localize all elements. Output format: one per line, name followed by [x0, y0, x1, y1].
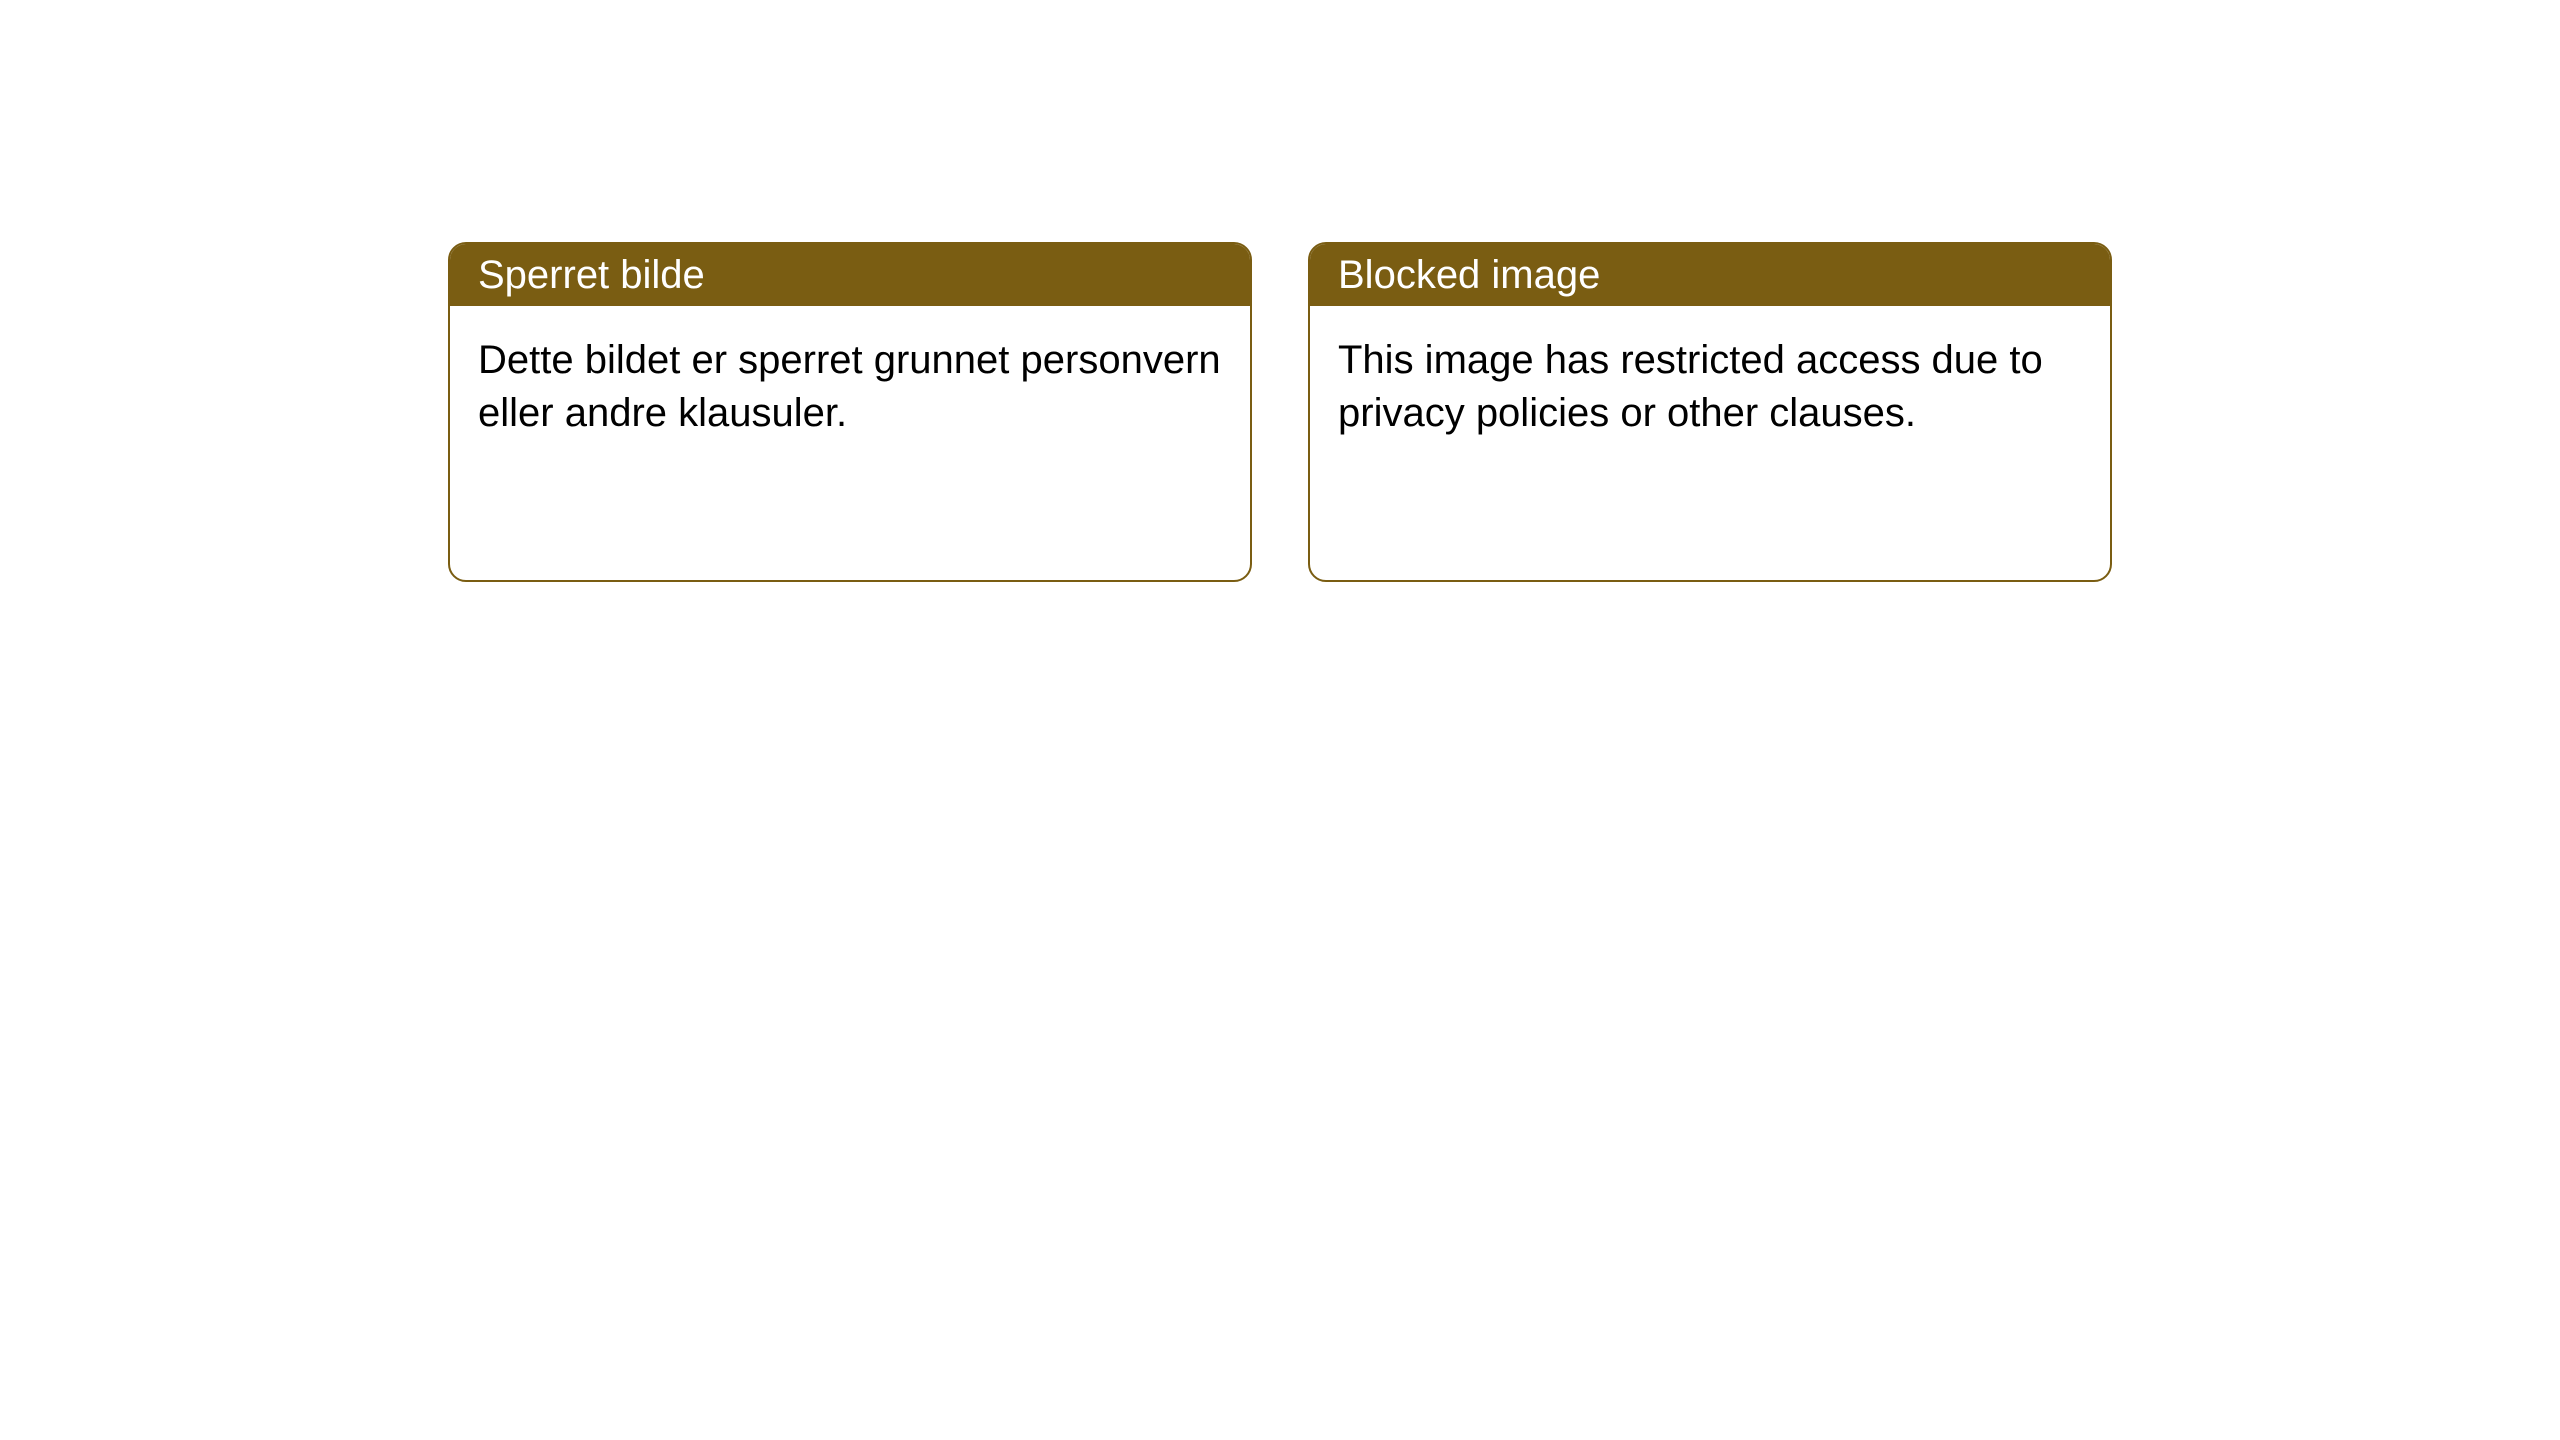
notice-box-norwegian: Sperret bilde Dette bildet er sperret gr… [448, 242, 1252, 582]
notice-header: Sperret bilde [450, 244, 1250, 306]
notice-title: Sperret bilde [478, 253, 705, 298]
notice-body: Dette bildet er sperret grunnet personve… [450, 306, 1250, 468]
notice-body-text: This image has restricted access due to … [1338, 338, 2043, 435]
notice-body: This image has restricted access due to … [1310, 306, 2110, 468]
notice-container: Sperret bilde Dette bildet er sperret gr… [0, 0, 2560, 582]
notice-box-english: Blocked image This image has restricted … [1308, 242, 2112, 582]
notice-header: Blocked image [1310, 244, 2110, 306]
notice-title: Blocked image [1338, 253, 1600, 298]
notice-body-text: Dette bildet er sperret grunnet personve… [478, 338, 1221, 435]
